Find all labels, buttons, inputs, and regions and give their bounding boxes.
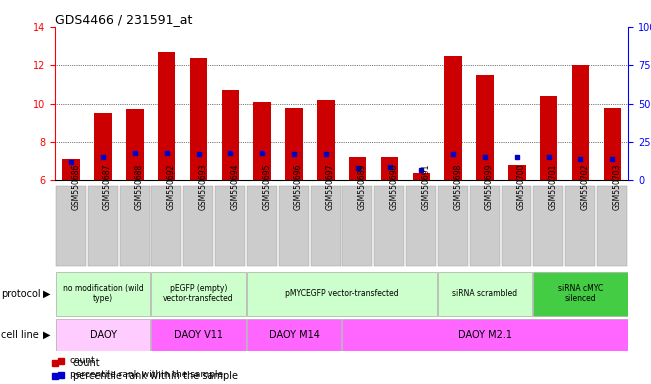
Text: ▶: ▶: [43, 330, 51, 340]
Text: pMYCEGFP vector-transfected: pMYCEGFP vector-transfected: [285, 289, 398, 298]
FancyBboxPatch shape: [374, 186, 404, 266]
FancyBboxPatch shape: [151, 319, 246, 351]
FancyBboxPatch shape: [215, 186, 245, 266]
Text: GSM550694: GSM550694: [230, 164, 240, 210]
Text: DAOY V11: DAOY V11: [174, 330, 223, 340]
Text: no modification (wild
type): no modification (wild type): [62, 284, 143, 303]
FancyBboxPatch shape: [470, 186, 499, 266]
FancyBboxPatch shape: [533, 271, 628, 316]
FancyBboxPatch shape: [597, 186, 627, 266]
FancyBboxPatch shape: [247, 271, 437, 316]
Bar: [158, 52, 176, 180]
Bar: [413, 173, 430, 180]
Text: GSM550695: GSM550695: [262, 164, 271, 210]
FancyBboxPatch shape: [247, 319, 342, 351]
Text: GSM550703: GSM550703: [613, 164, 621, 210]
Bar: [190, 58, 207, 180]
FancyBboxPatch shape: [247, 186, 277, 266]
Text: count: count: [72, 358, 100, 368]
FancyBboxPatch shape: [501, 186, 531, 266]
Bar: [253, 102, 271, 180]
FancyBboxPatch shape: [438, 186, 468, 266]
Bar: [477, 75, 493, 180]
Text: GSM550688: GSM550688: [135, 164, 144, 210]
FancyBboxPatch shape: [184, 186, 213, 266]
Text: pEGFP (empty)
vector-transfected: pEGFP (empty) vector-transfected: [163, 284, 234, 303]
FancyBboxPatch shape: [151, 271, 246, 316]
Bar: [94, 113, 112, 180]
Text: DAOY M2.1: DAOY M2.1: [458, 330, 512, 340]
Bar: [221, 90, 239, 180]
Bar: [285, 108, 303, 180]
Text: GSM550697: GSM550697: [326, 164, 335, 210]
Text: percentile rank within the sample: percentile rank within the sample: [70, 370, 223, 379]
FancyBboxPatch shape: [406, 186, 436, 266]
FancyBboxPatch shape: [437, 271, 533, 316]
Text: GSM550690: GSM550690: [389, 164, 398, 210]
Bar: [349, 157, 367, 180]
Text: GSM550701: GSM550701: [549, 164, 558, 210]
Text: GSM550698: GSM550698: [453, 164, 462, 210]
FancyBboxPatch shape: [311, 186, 340, 266]
FancyBboxPatch shape: [120, 186, 150, 266]
FancyBboxPatch shape: [279, 186, 309, 266]
Text: GSM550699: GSM550699: [485, 164, 494, 210]
Text: DAOY: DAOY: [90, 330, 117, 340]
Text: count: count: [70, 356, 95, 365]
Text: DAOY M14: DAOY M14: [269, 330, 320, 340]
Text: GSM550693: GSM550693: [199, 164, 208, 210]
FancyBboxPatch shape: [55, 271, 150, 316]
FancyBboxPatch shape: [342, 319, 628, 351]
FancyBboxPatch shape: [88, 186, 118, 266]
Bar: [62, 159, 80, 180]
Bar: [540, 96, 557, 180]
Bar: [572, 65, 589, 180]
FancyBboxPatch shape: [342, 186, 372, 266]
FancyBboxPatch shape: [55, 319, 150, 351]
Text: GSM550691: GSM550691: [421, 164, 430, 210]
FancyBboxPatch shape: [56, 186, 86, 266]
Text: GSM550686: GSM550686: [71, 164, 80, 210]
Text: GSM550700: GSM550700: [517, 164, 526, 210]
FancyBboxPatch shape: [533, 186, 563, 266]
Text: GSM550696: GSM550696: [294, 164, 303, 210]
Text: ▶: ▶: [43, 289, 51, 299]
Bar: [603, 108, 621, 180]
Text: GSM550702: GSM550702: [581, 164, 589, 210]
FancyBboxPatch shape: [565, 186, 595, 266]
Bar: [445, 56, 462, 180]
Bar: [381, 157, 398, 180]
Text: GSM550689: GSM550689: [357, 164, 367, 210]
Text: percentile rank within the sample: percentile rank within the sample: [72, 371, 238, 381]
Text: GSM550687: GSM550687: [103, 164, 112, 210]
Text: GDS4466 / 231591_at: GDS4466 / 231591_at: [55, 13, 193, 26]
Bar: [126, 109, 144, 180]
Bar: [317, 100, 335, 180]
FancyBboxPatch shape: [152, 186, 182, 266]
Text: siRNA scrambled: siRNA scrambled: [452, 289, 518, 298]
Text: protocol: protocol: [1, 289, 41, 299]
Text: siRNA cMYC
silenced: siRNA cMYC silenced: [558, 284, 603, 303]
Text: GSM550692: GSM550692: [167, 164, 176, 210]
Bar: [508, 165, 525, 180]
Text: cell line: cell line: [1, 330, 39, 340]
